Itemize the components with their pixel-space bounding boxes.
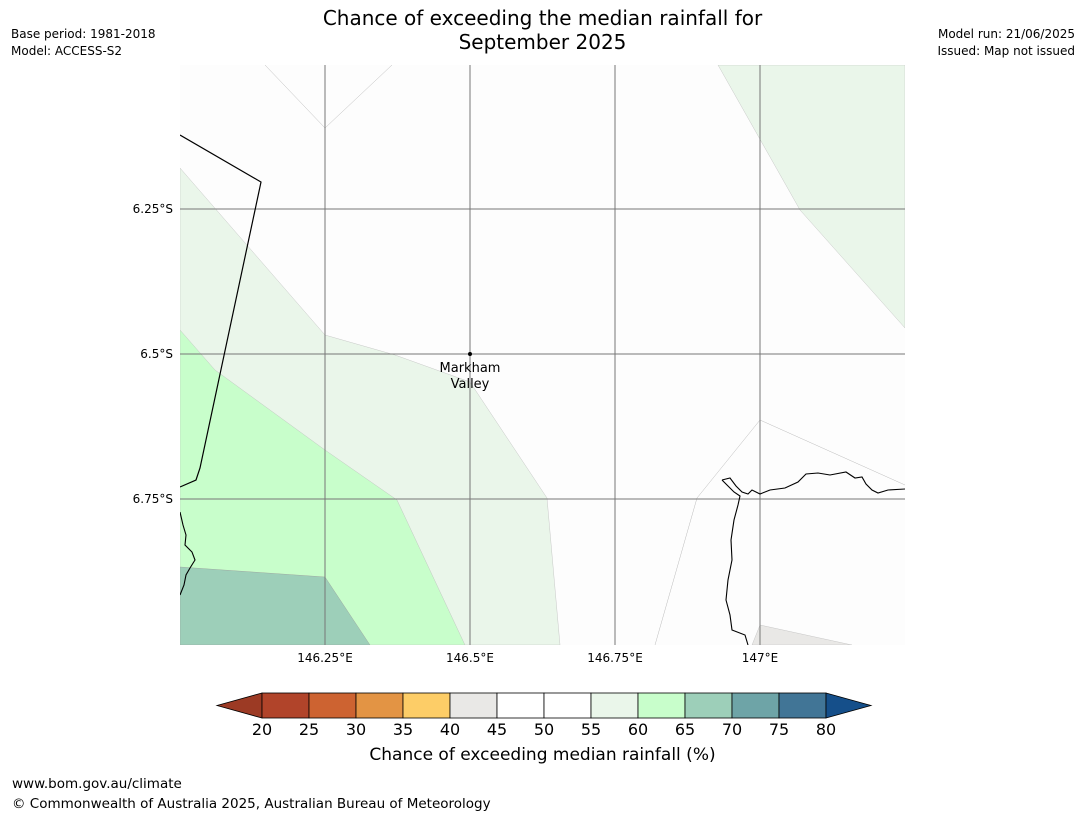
colorbar-swatch bbox=[308, 692, 357, 719]
region-55-60-northeast bbox=[717, 65, 905, 329]
region-60-65 bbox=[180, 329, 466, 645]
colorbar-tick-label: 55 bbox=[581, 720, 601, 739]
coastline-peninsula bbox=[721, 479, 749, 645]
colorbar-tick-label: 45 bbox=[487, 720, 507, 739]
coastline-east bbox=[721, 471, 905, 495]
colorbar-tick-label: 80 bbox=[816, 720, 836, 739]
title-line-1: Chance of exceeding the median rainfall … bbox=[322, 6, 763, 30]
contour-line-east bbox=[654, 419, 905, 645]
footer-copyright: © Commonwealth of Australia 2025, Austra… bbox=[12, 796, 491, 812]
title-line-2: September 2025 bbox=[458, 30, 627, 54]
place-label-line-1: Markham bbox=[440, 361, 501, 376]
colorbar-swatches bbox=[215, 692, 873, 719]
colorbar-tick-label: 50 bbox=[534, 720, 554, 739]
colorbar-tick-label: 30 bbox=[346, 720, 366, 739]
region-65-70 bbox=[180, 566, 371, 645]
colorbar-tick-label: 40 bbox=[440, 720, 460, 739]
colorbar-tick-label: 60 bbox=[628, 720, 648, 739]
colorbar: 20 25 30 35 40 45 50 55 60 65 70 75 80 bbox=[215, 692, 873, 739]
colorbar-swatch bbox=[684, 692, 733, 719]
colorbar-swatch bbox=[590, 692, 639, 719]
colorbar-extend-high bbox=[825, 692, 873, 719]
colorbar-swatch bbox=[543, 692, 592, 719]
location-marker bbox=[468, 352, 472, 356]
colorbar-tick-label: 75 bbox=[769, 720, 789, 739]
colorbar-tick-label: 70 bbox=[722, 720, 742, 739]
colorbar-swatch bbox=[637, 692, 686, 719]
colorbar-ticks: 20 25 30 35 40 45 50 55 60 65 70 75 80 bbox=[252, 720, 836, 739]
colorbar-title: Chance of exceeding median rainfall (%) bbox=[369, 745, 716, 765]
lon-label-146-5: 146.5°E bbox=[446, 651, 494, 665]
place-label-line-2: Valley bbox=[451, 377, 490, 392]
model-name: Model: ACCESS-S2 bbox=[11, 44, 123, 58]
footer: www.bom.gov.au/climate © Commonwealth of… bbox=[12, 774, 491, 814]
lon-label-146-75: 146.75°E bbox=[587, 651, 643, 665]
meta-right: Model run: 21/06/2025 Issued: Map not is… bbox=[937, 26, 1075, 60]
coastline-west bbox=[180, 511, 196, 596]
boundary-line bbox=[180, 134, 262, 488]
colorbar-swatch bbox=[778, 692, 827, 719]
lon-label-147: 147°E bbox=[742, 651, 779, 665]
colorbar-swatch bbox=[261, 692, 310, 719]
lat-label-6-75: 6.75°S bbox=[133, 492, 173, 506]
rainfall-map: Markham Valley 6.25°S 6.5°S 6.75°S 146.2… bbox=[133, 65, 905, 665]
lat-label-6-5: 6.5°S bbox=[140, 347, 173, 361]
lat-label-6-25: 6.25°S bbox=[133, 202, 173, 216]
colorbar-swatch bbox=[355, 692, 404, 719]
issued-status: Issued: Map not issued bbox=[937, 44, 1075, 58]
base-period: Base period: 1981-2018 bbox=[11, 27, 156, 41]
colorbar-swatch bbox=[449, 692, 498, 719]
colorbar-tick-label: 65 bbox=[675, 720, 695, 739]
map-plot-area bbox=[180, 65, 905, 645]
colorbar-swatch bbox=[731, 692, 780, 719]
meta-left: Base period: 1981-2018 Model: ACCESS-S2 bbox=[11, 26, 156, 60]
region-40-45 bbox=[751, 624, 853, 645]
colorbar-extend-low bbox=[215, 692, 263, 719]
footer-url[interactable]: www.bom.gov.au/climate bbox=[12, 776, 182, 792]
colorbar-tick-label: 20 bbox=[252, 720, 272, 739]
colorbar-swatch bbox=[496, 692, 545, 719]
colorbar-swatch bbox=[402, 692, 451, 719]
lon-label-146-25: 146.25°E bbox=[297, 651, 353, 665]
colorbar-tick-label: 35 bbox=[393, 720, 413, 739]
colorbar-tick-label: 25 bbox=[299, 720, 319, 739]
map-title: Chance of exceeding the median rainfall … bbox=[0, 6, 1085, 54]
model-run: Model run: 21/06/2025 bbox=[937, 27, 1075, 41]
